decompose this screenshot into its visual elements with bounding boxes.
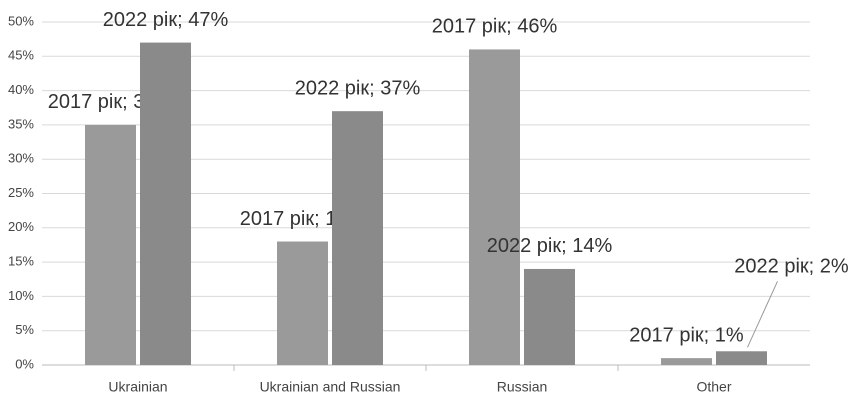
data-label: 2017 рік; 1%: [629, 324, 744, 346]
bar: [277, 241, 328, 365]
bar: [661, 358, 712, 365]
y-tick-label: 0%: [15, 356, 34, 371]
y-tick-label: 45%: [8, 48, 34, 63]
bar: [524, 268, 575, 365]
data-label: 2022 рік; 14%: [487, 235, 613, 257]
y-tick-label: 35%: [8, 116, 34, 131]
data-label: 2022 рік; 37%: [295, 77, 421, 99]
x-tick-label: Ukrainian: [108, 379, 167, 395]
y-tick-label: 40%: [8, 82, 34, 97]
bar: [140, 42, 191, 365]
bar: [85, 124, 136, 366]
bar: [332, 111, 383, 366]
y-tick-label: 15%: [8, 254, 34, 269]
y-tick-label: 50%: [8, 13, 34, 28]
data-label: 2022 рік; 47%: [103, 9, 229, 31]
data-label: 2022 рік; 2%: [734, 256, 849, 278]
x-tick-label: Russian: [497, 379, 548, 395]
x-tick-label: Other: [696, 379, 731, 395]
y-tick-label: 25%: [8, 185, 34, 200]
bar: [716, 351, 767, 365]
y-tick-label: 20%: [8, 219, 34, 234]
data-label: 2017 рік; 46%: [432, 16, 558, 38]
leader-line: [747, 281, 778, 348]
x-tick-label: Ukrainian and Russian: [260, 379, 401, 395]
y-tick-label: 10%: [8, 288, 34, 303]
y-tick-label: 30%: [8, 151, 34, 166]
y-tick-label: 5%: [15, 322, 34, 337]
bar: [469, 49, 520, 365]
